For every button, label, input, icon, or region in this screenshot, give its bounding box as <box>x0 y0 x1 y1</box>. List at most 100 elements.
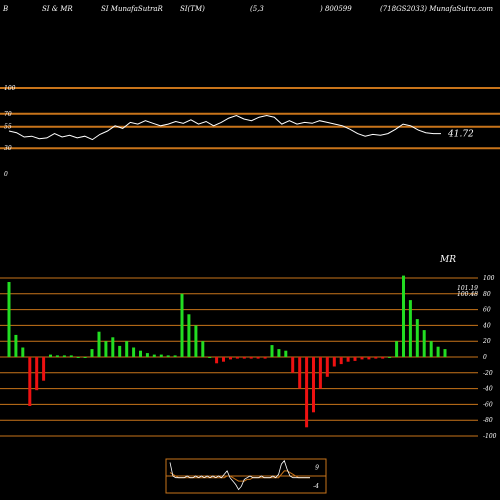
header-col7: (718GS2033) MunafaSutra.com <box>380 5 493 13</box>
mr-bar <box>284 350 288 357</box>
rsi-tick-label: 0 <box>4 171 8 178</box>
mr-bar <box>118 345 122 357</box>
header-col4: SI(TM) <box>180 5 205 13</box>
mr-bar <box>83 357 87 358</box>
header-row: B SI & MR SI MunafaSutraR SI(TM) (5,3 ) … <box>2 5 493 13</box>
mr-bar <box>69 355 73 357</box>
rsi-tick-label: 30 <box>4 145 12 152</box>
mr-bar <box>374 357 378 359</box>
mr-tick-label: -20 <box>483 370 493 377</box>
mr-bar <box>298 357 302 389</box>
mr-bar <box>145 353 149 357</box>
mr-bar <box>14 334 18 357</box>
mr-tick-label: 80 <box>483 291 491 298</box>
mr-bar <box>277 349 281 357</box>
mr-tick-label: 0 <box>483 354 487 361</box>
mr-bar <box>35 357 39 391</box>
mr-bar <box>215 357 219 364</box>
mr-value-label: 101.19 <box>457 285 478 292</box>
inset-tick-label: 9 <box>315 465 319 472</box>
mr-bar <box>367 357 371 360</box>
mr-bar <box>408 300 412 357</box>
rsi-tick-label: 100 <box>4 85 16 92</box>
mr-bar <box>318 357 322 389</box>
mr-bar <box>325 357 329 377</box>
mr-bar <box>28 357 32 406</box>
mr-bar <box>339 357 343 365</box>
mr-tick-label: -80 <box>483 417 493 424</box>
mr-tick-label: -60 <box>483 401 493 408</box>
mr-bar <box>42 357 46 381</box>
mr-bar <box>263 357 267 359</box>
mr-bar <box>132 347 136 357</box>
mr-bar <box>111 337 115 358</box>
mr-value-label: 100.48 <box>457 291 478 298</box>
mr-tick-label: 20 <box>482 338 491 345</box>
rsi-last-value: 41.72 <box>447 130 474 140</box>
mr-bar <box>76 357 80 358</box>
mr-bar <box>139 350 142 357</box>
mr-bar <box>429 341 433 357</box>
inset-tick-label: -4 <box>313 483 319 490</box>
mr-bar <box>55 355 59 357</box>
mr-bar <box>166 355 170 357</box>
header-col2: SI & MR <box>42 5 73 13</box>
mr-tick-label: 100 <box>483 275 495 282</box>
mrsi-panel: 100 80 60 40 20 0 -20 -40 -60 -80 -100 MR 101.19100.… <box>0 255 497 440</box>
mr-bar <box>152 354 156 357</box>
header-col3: SI MunafaSutraR <box>101 5 164 13</box>
rsi-panel: 100 70 55 30 0 41.72 <box>0 85 500 178</box>
mr-bar <box>270 345 274 357</box>
mr-bar <box>194 325 198 357</box>
mr-bar <box>443 349 447 357</box>
mr-bar <box>346 357 350 362</box>
mr-bar <box>90 349 94 357</box>
inset-series-line <box>169 459 310 491</box>
header-col6: ) 800599 <box>319 5 352 13</box>
mr-bar <box>21 347 25 357</box>
mr-tick-label: 60 <box>483 307 491 314</box>
mr-bar <box>180 293 184 357</box>
mr-bar <box>62 355 66 357</box>
mr-bar <box>312 357 315 413</box>
inset-panel: 9 -4 <box>165 458 327 494</box>
mr-bar <box>173 355 177 357</box>
mr-bar <box>125 341 129 357</box>
rsi-tick-label: 70 <box>4 111 12 118</box>
mr-title: MR <box>439 255 456 265</box>
mr-tick-label: -40 <box>483 386 493 393</box>
mr-bar <box>7 282 11 357</box>
mr-bar <box>332 357 336 367</box>
mr-bar <box>187 314 191 357</box>
mr-tick-label: 40 <box>482 322 491 329</box>
mr-bar <box>229 357 232 360</box>
mr-bar <box>222 357 225 362</box>
mr-bar <box>256 357 260 359</box>
mr-bar <box>249 357 253 359</box>
mr-bar <box>436 346 440 357</box>
mr-bar <box>49 354 52 357</box>
mr-bar <box>388 357 392 358</box>
mr-bar <box>415 319 419 357</box>
mr-bar <box>291 357 295 373</box>
mr-bar <box>104 341 108 357</box>
mr-bar <box>201 341 205 357</box>
mr-bar <box>242 357 246 359</box>
mr-tick-label: -100 <box>483 433 497 440</box>
mr-bar <box>305 357 309 428</box>
mr-bar <box>360 357 364 360</box>
mr-bar <box>395 341 399 357</box>
mr-bar <box>159 354 163 357</box>
mr-bar <box>402 275 405 357</box>
rsi-tick-label: 55 <box>4 124 12 131</box>
rsi-series-line <box>8 114 441 141</box>
mr-bar <box>208 357 212 358</box>
header-col1: B <box>2 5 8 13</box>
mr-bar <box>235 357 239 359</box>
header-col5: (5,3 <box>250 5 264 13</box>
mr-bar <box>381 357 385 359</box>
mr-bar <box>422 330 426 357</box>
mr-bar <box>97 331 101 357</box>
